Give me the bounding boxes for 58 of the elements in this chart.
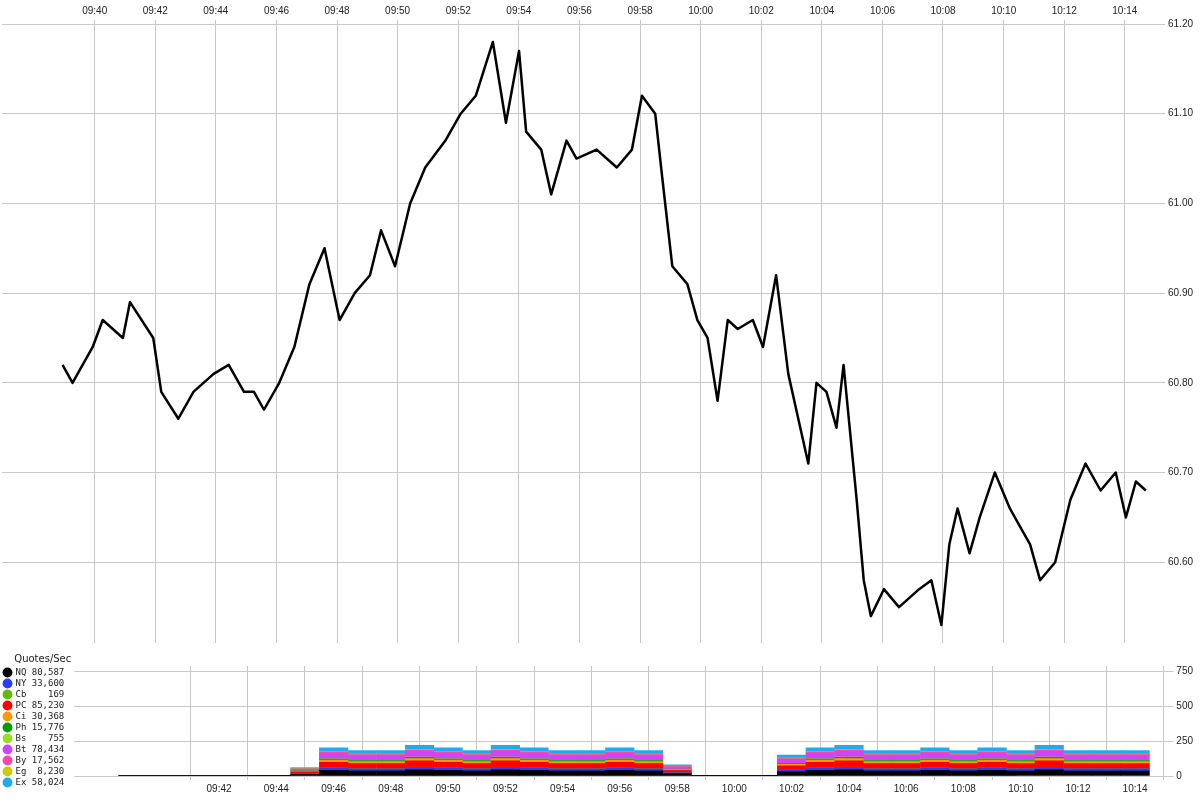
- legend-label: Ph 15,776: [15, 721, 65, 732]
- y-tick-label: 60.90: [1167, 286, 1194, 298]
- x-tick-label: 09:56: [566, 4, 593, 16]
- legend-label: Ex 58,024: [15, 776, 65, 787]
- x-tick-label: 09:48: [378, 782, 404, 794]
- x-tick-label: 10:08: [930, 4, 956, 16]
- x-tick-label: 10:08: [950, 782, 977, 794]
- x-tick-label: 10:02: [779, 782, 805, 794]
- x-tick-label: 09:40: [82, 4, 108, 16]
- x-tick-label: 09:54: [506, 4, 532, 16]
- legend-label: Cb 169: [15, 688, 65, 699]
- legend-label: Bs 755: [15, 732, 65, 743]
- x-tick-label: 10:06: [893, 782, 920, 794]
- legend-label: PC 85,230: [15, 699, 65, 710]
- x-tick-label: 09:56: [607, 782, 633, 794]
- legend-label: Bt 78,434: [15, 743, 65, 754]
- y-axis-title: Quotes/Sec: [14, 652, 72, 664]
- legend-label: NQ 80,587: [15, 666, 65, 677]
- x-tick-label: 09:54: [550, 782, 576, 794]
- x-tick-label: 10:04: [809, 4, 835, 16]
- x-tick-label: 09:52: [445, 4, 472, 16]
- x-tick-label: 09:44: [263, 782, 290, 794]
- legend-label: By 17,562: [15, 754, 65, 765]
- x-tick-label: 10:14: [1112, 4, 1138, 16]
- x-tick-label: 09:48: [324, 4, 350, 16]
- y-tick-label: 61.10: [1167, 107, 1194, 119]
- x-tick-label: 10:10: [1008, 782, 1034, 794]
- y-tick-label: 750: [1176, 665, 1194, 677]
- x-tick-label: 10:12: [1051, 4, 1078, 16]
- x-tick-label: 09:50: [385, 4, 411, 16]
- x-tick-label: 09:42: [142, 4, 169, 16]
- x-tick-label: 09:58: [627, 4, 654, 16]
- y-tick-label: 0: [1176, 769, 1183, 781]
- legend-label: Ci 30,368: [15, 710, 65, 721]
- y-tick-label: 60.80: [1167, 376, 1194, 388]
- x-tick-label: 09:52: [492, 782, 519, 794]
- x-tick-label: 10:10: [991, 4, 1017, 16]
- x-tick-label: 09:46: [321, 782, 347, 794]
- x-tick-label: 10:12: [1065, 782, 1091, 794]
- x-tick-label: 10:14: [1122, 782, 1149, 794]
- y-tick-label: 250: [1176, 734, 1194, 746]
- x-tick-label: 09:50: [435, 782, 461, 794]
- x-tick-label: 10:04: [836, 782, 862, 794]
- x-tick-label: 09:44: [203, 4, 229, 16]
- x-tick-label: 10:02: [748, 4, 775, 16]
- x-tick-label: 09:58: [664, 782, 691, 794]
- legend-label: Eg 8,230: [15, 765, 65, 776]
- x-tick-label: 10:06: [869, 4, 896, 16]
- x-tick-label: 09:42: [206, 782, 233, 794]
- y-tick-label: 61.00: [1167, 197, 1194, 209]
- x-tick-label: 10:00: [721, 782, 748, 794]
- y-tick-label: 60.70: [1167, 466, 1194, 478]
- legend-label: NY 33,600: [15, 677, 65, 688]
- y-tick-label: 500: [1176, 700, 1194, 712]
- y-tick-label: 60.60: [1167, 556, 1194, 568]
- x-tick-label: 10:00: [688, 4, 714, 16]
- y-tick-label: 61.20: [1167, 17, 1194, 29]
- x-tick-label: 09:46: [264, 4, 290, 16]
